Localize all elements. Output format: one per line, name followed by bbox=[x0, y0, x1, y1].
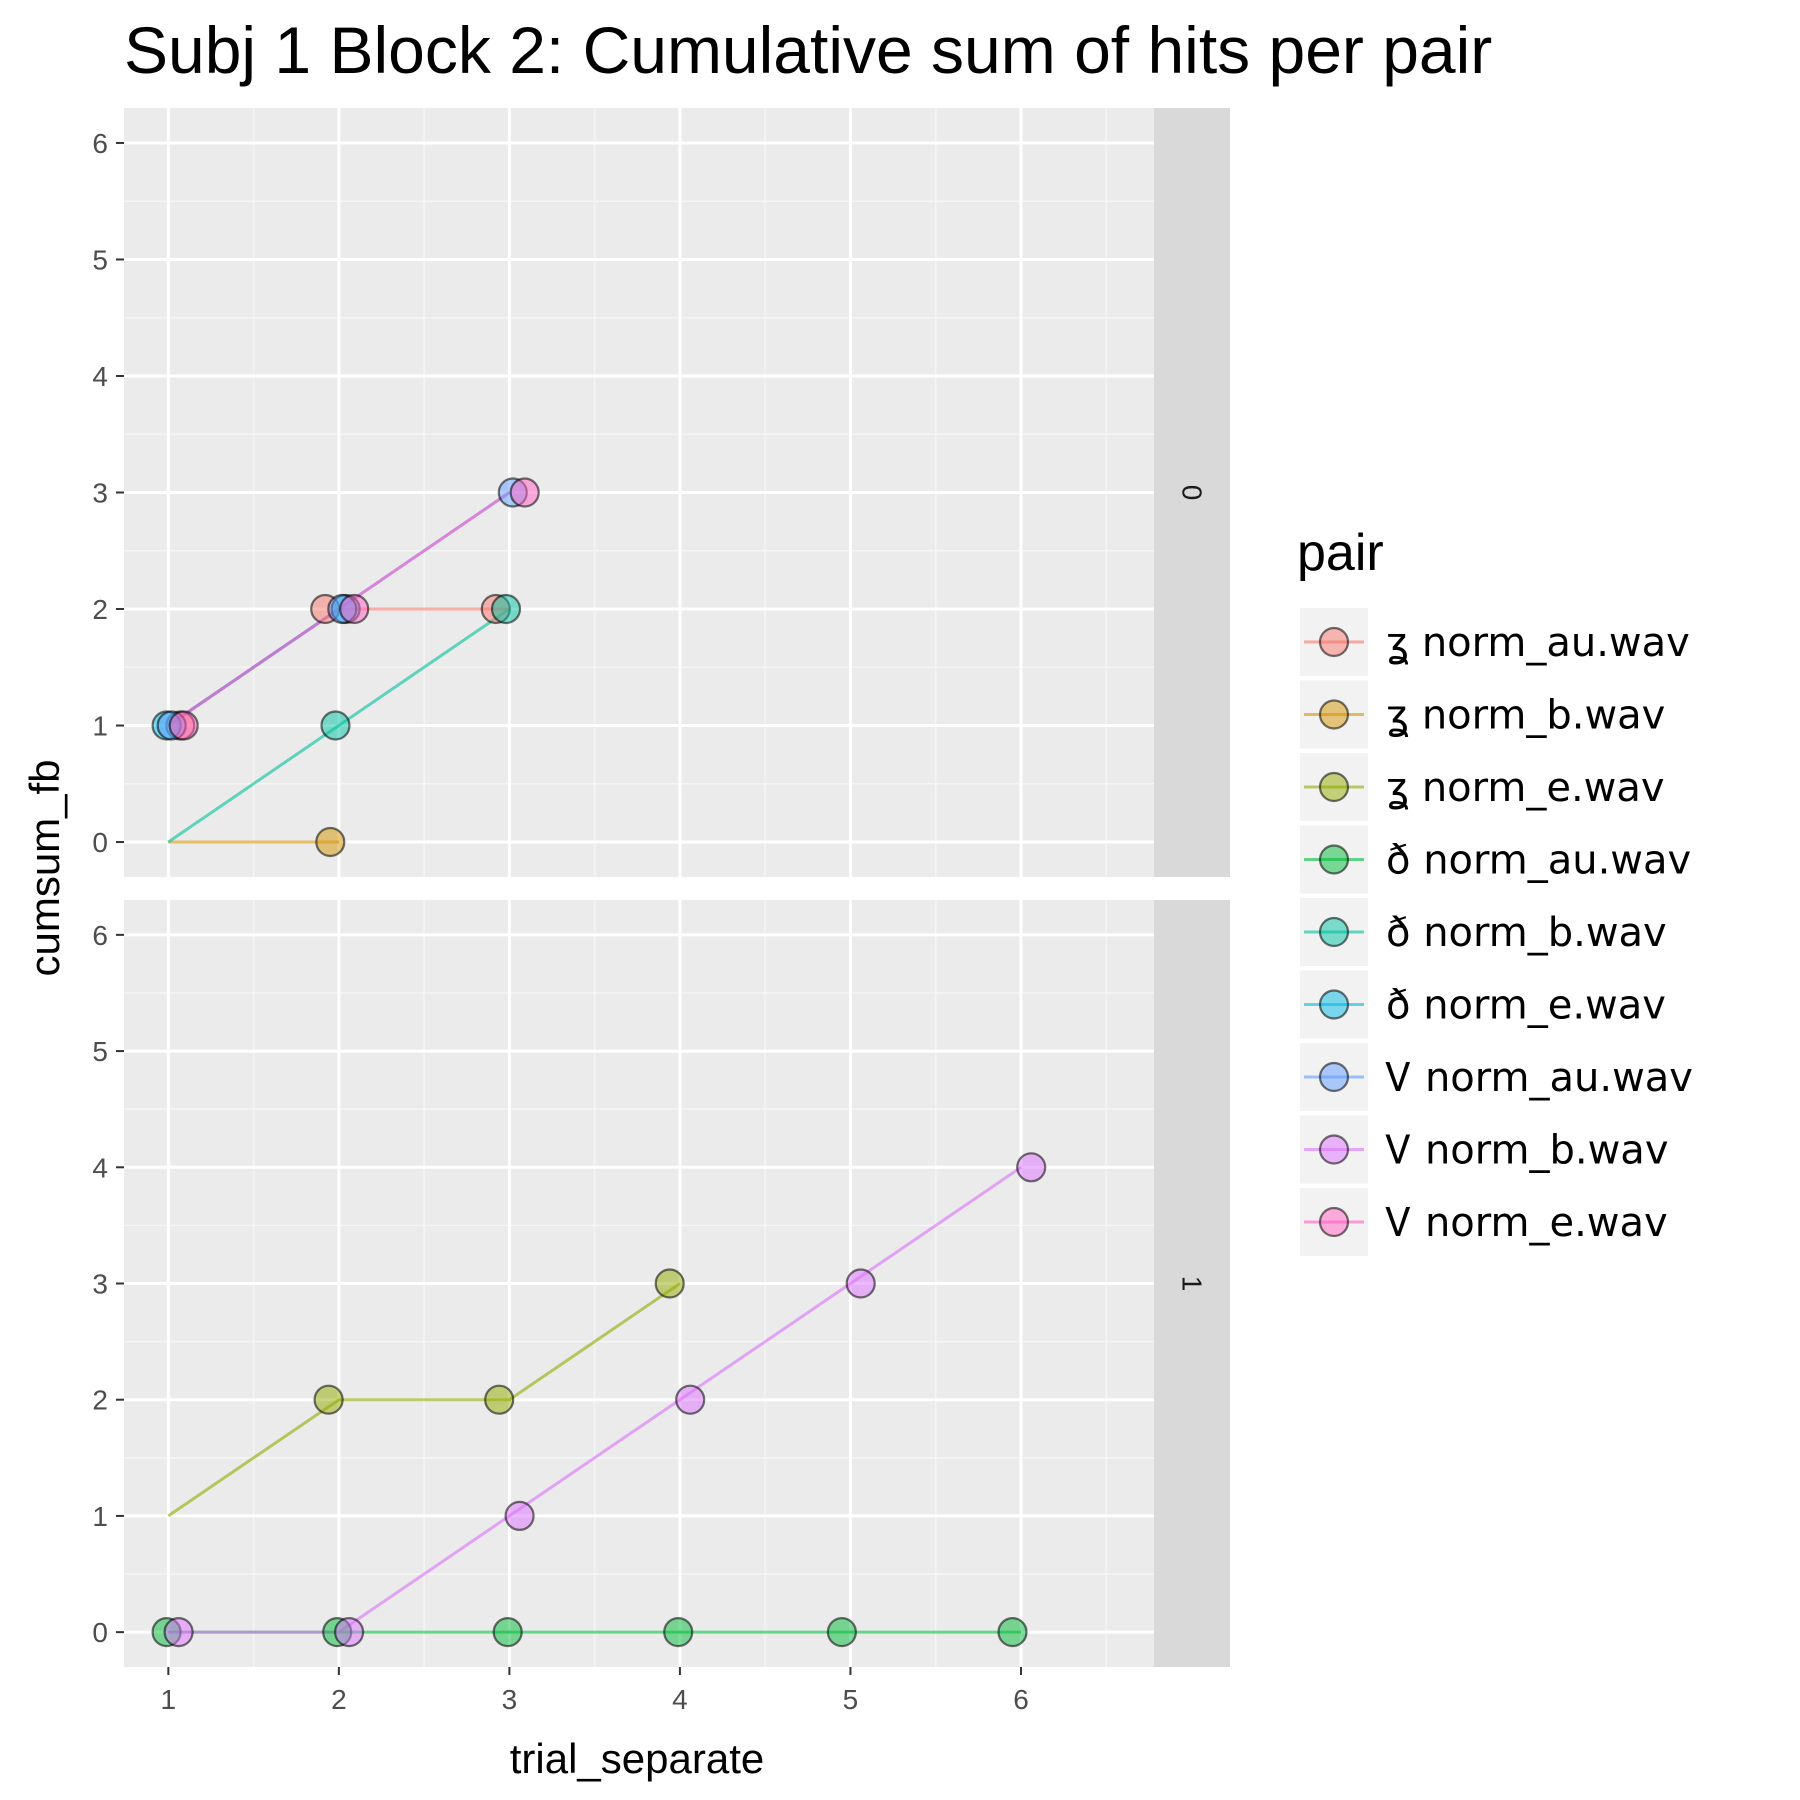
x-tick-label: 5 bbox=[843, 1684, 859, 1715]
data-point-series-7 bbox=[1016, 1152, 1047, 1183]
facet-strip: 1 bbox=[1154, 900, 1230, 1667]
legend-item-4: ð norm_b.wav bbox=[1300, 898, 1667, 966]
data-point-series-2 bbox=[654, 1268, 685, 1299]
y-tick-label: 5 bbox=[92, 244, 108, 275]
data-point-series-2 bbox=[313, 1384, 344, 1415]
legend-item-6: Ꮩ norm_au.wav bbox=[1300, 1043, 1693, 1111]
series-points bbox=[151, 1152, 1047, 1648]
legend: ʓ norm_au.wav ʓ norm_b.wav ʓ norm_e.wav ð n… bbox=[1300, 608, 1693, 1256]
legend-key-point bbox=[1318, 1061, 1350, 1093]
data-point-series-8 bbox=[339, 593, 370, 625]
data-point-series-7 bbox=[334, 1616, 365, 1648]
data-point-series-4 bbox=[320, 710, 351, 741]
data-point-series-3 bbox=[492, 1616, 523, 1648]
data-point-series-8 bbox=[509, 477, 540, 508]
legend-item-0: ʓ norm_au.wav bbox=[1300, 608, 1690, 676]
data-point-series-7 bbox=[163, 1616, 194, 1648]
legend-item-3: ð norm_au.wav bbox=[1300, 825, 1691, 894]
data-point-series-3 bbox=[997, 1616, 1028, 1648]
y-tick-label: 0 bbox=[92, 1617, 108, 1648]
data-point-series-7 bbox=[845, 1268, 876, 1299]
facet-panel-0: 0 1 2 3 4 5 6 0 bbox=[92, 108, 1230, 877]
data-point-series-7 bbox=[504, 1500, 535, 1532]
y-tick-label: 4 bbox=[92, 1152, 108, 1183]
data-point-series-8 bbox=[168, 710, 199, 741]
x-tick-label: 6 bbox=[1013, 1684, 1029, 1715]
facet-strip-label: 0 bbox=[1177, 485, 1208, 501]
x-axis: 1 2 3 4 5 6 bbox=[161, 1667, 1029, 1715]
data-point-series-4 bbox=[490, 593, 522, 625]
x-tick-label: 3 bbox=[502, 1684, 518, 1715]
legend-item-2: ʓ norm_e.wav bbox=[1300, 753, 1665, 821]
legend-label: ʓ norm_e.wav bbox=[1386, 765, 1665, 811]
x-tick-label: 4 bbox=[672, 1684, 688, 1715]
legend-label: Ꮩ norm_e.wav bbox=[1385, 1200, 1668, 1246]
y-tick-label: 6 bbox=[92, 920, 108, 951]
x-tick-label: 2 bbox=[331, 1684, 347, 1715]
legend-label: ʓ norm_b.wav bbox=[1386, 693, 1665, 739]
data-point-series-2 bbox=[484, 1384, 515, 1415]
facet-panel-1: 0 1 2 3 4 5 6 1 bbox=[92, 900, 1230, 1667]
legend-label: Ꮩ norm_au.wav bbox=[1385, 1055, 1693, 1101]
legend-item-7: Ꮩ norm_b.wav bbox=[1300, 1115, 1669, 1184]
y-tick-label: 4 bbox=[92, 361, 108, 392]
legend-label: ʓ norm_au.wav bbox=[1386, 620, 1690, 666]
data-point-series-3 bbox=[826, 1616, 858, 1648]
facet-strip: 0 bbox=[1154, 108, 1230, 877]
legend-label: ð norm_b.wav bbox=[1386, 910, 1667, 956]
data-point-series-1 bbox=[315, 826, 346, 858]
legend-key-point bbox=[1318, 771, 1350, 803]
y-axis-title: cumsum_fb bbox=[21, 759, 68, 976]
chart-title: Subj 1 Block 2: Cumulative sum of hits p… bbox=[124, 13, 1492, 87]
series-lines bbox=[167, 1166, 1022, 1634]
y-tick-label: 2 bbox=[92, 1385, 108, 1416]
legend-key-point bbox=[1318, 626, 1350, 658]
x-tick-label: 1 bbox=[161, 1684, 177, 1715]
y-tick-label: 3 bbox=[92, 1269, 108, 1300]
y-tick-label: 2 bbox=[92, 594, 108, 625]
legend-label: ð norm_e.wav bbox=[1386, 983, 1666, 1029]
y-tick-label: 0 bbox=[92, 827, 108, 858]
legend-item-1: ʓ norm_b.wav bbox=[1300, 680, 1665, 749]
legend-key-point bbox=[1318, 916, 1350, 948]
legend-key-point bbox=[1318, 1206, 1350, 1238]
legend-item-5: ð norm_e.wav bbox=[1300, 970, 1666, 1039]
data-point-series-3 bbox=[663, 1616, 694, 1648]
y-tick-label: 3 bbox=[92, 478, 108, 509]
x-axis-title: trial_separate bbox=[510, 1735, 764, 1782]
facet-strip-background bbox=[1154, 108, 1230, 877]
series-line-2 bbox=[167, 1282, 681, 1518]
facet-strip-label: 1 bbox=[1177, 1276, 1208, 1292]
facet-strip-background bbox=[1154, 900, 1230, 1667]
legend-item-8: Ꮩ norm_e.wav bbox=[1300, 1188, 1668, 1256]
y-tick-label: 1 bbox=[92, 1501, 108, 1532]
legend-label: ð norm_au.wav bbox=[1386, 838, 1691, 884]
legend-key-point bbox=[1318, 989, 1350, 1020]
legend-key-point bbox=[1318, 844, 1350, 875]
y-tick-label: 1 bbox=[92, 711, 108, 742]
legend-key-point bbox=[1318, 1134, 1350, 1165]
series-line-7 bbox=[168, 1166, 1022, 1634]
legend-title: pair bbox=[1297, 524, 1384, 582]
data-point-series-7 bbox=[675, 1384, 706, 1415]
legend-key-point bbox=[1318, 699, 1350, 730]
facet-panels: 0 1 2 3 4 5 6 0 0 1 2 3 4 5 6 1 1 2 3 4 5 6 bbox=[92, 108, 1230, 1715]
y-tick-label: 6 bbox=[92, 128, 108, 159]
legend-label: Ꮩ norm_b.wav bbox=[1385, 1128, 1669, 1174]
y-tick-label: 5 bbox=[92, 1036, 108, 1067]
series-points bbox=[151, 477, 540, 858]
